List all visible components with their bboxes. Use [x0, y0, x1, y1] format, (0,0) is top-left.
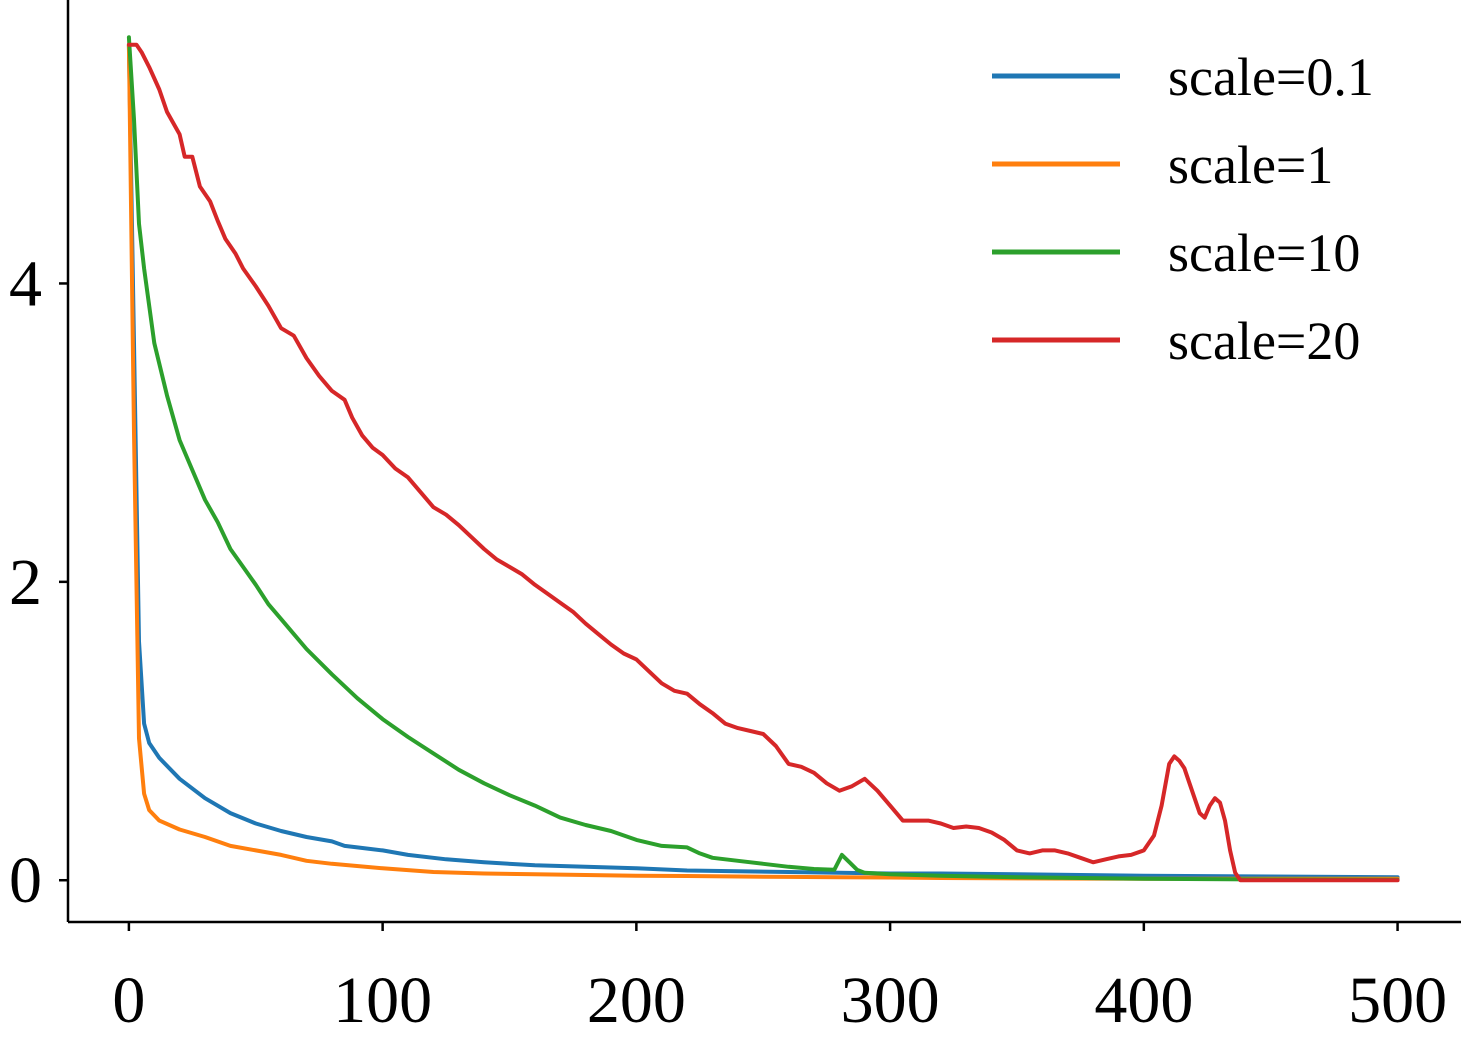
- y-tick-label-1: 2: [9, 546, 42, 619]
- y-axis-ticks: 0 2 4: [9, 247, 68, 917]
- x-tick-label-0: 0: [112, 964, 145, 1037]
- series-line-2: [126, 35, 1400, 882]
- legend-label-1: scale=1: [1168, 135, 1333, 195]
- legend-label-2: scale=10: [1168, 223, 1360, 283]
- x-axis-ticks: 0 100 200 300 400 500: [112, 922, 1447, 1037]
- x-tick-label-3: 300: [841, 964, 940, 1037]
- legend: scale=0.1 scale=1 scale=10 scale=20: [992, 47, 1374, 371]
- x-tick-label-1: 100: [333, 964, 432, 1037]
- x-tick-label-4: 400: [1094, 964, 1193, 1037]
- series-line-3: [126, 42, 1400, 883]
- plot-series: [126, 35, 1400, 883]
- x-tick-label-5: 500: [1348, 964, 1447, 1037]
- y-tick-label-0: 0: [9, 844, 42, 917]
- y-tick-label-2: 4: [9, 247, 42, 320]
- legend-label-0: scale=0.1: [1168, 47, 1374, 107]
- legend-label-3: scale=20: [1168, 311, 1360, 371]
- series-line-1: [126, 42, 1400, 881]
- x-tick-label-2: 200: [587, 964, 686, 1037]
